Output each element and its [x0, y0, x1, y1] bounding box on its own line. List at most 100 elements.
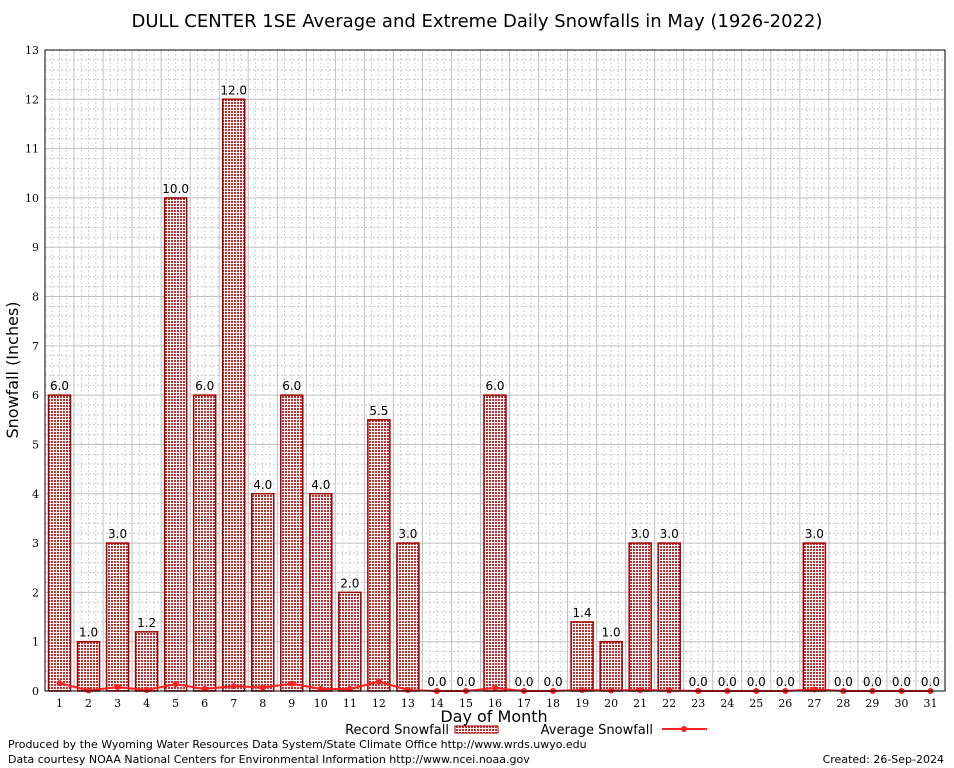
x-tick-label: 16 — [488, 697, 502, 710]
bar-day-12 — [367, 419, 391, 692]
y-tick-label: 6 — [32, 389, 39, 402]
x-tick-label: 6 — [201, 697, 208, 710]
x-tick-label: 31 — [923, 697, 937, 710]
bar-label: 10.0 — [162, 182, 189, 196]
bar-label: 3.0 — [108, 527, 127, 541]
average-point — [404, 687, 411, 694]
bar-day-27 — [802, 542, 827, 692]
x-tick-label: 13 — [401, 697, 415, 710]
bar-label: 6.0 — [195, 379, 214, 393]
x-tick-label: 28 — [836, 697, 850, 710]
average-point — [172, 681, 179, 688]
footer-produced: Produced by the Wyoming Water Resources … — [8, 738, 587, 751]
legend: Record Snowfall Average Snowfall — [345, 723, 707, 738]
y-tick-label: 8 — [32, 291, 39, 304]
bar-day-13 — [396, 542, 420, 692]
legend-average-marker — [681, 726, 687, 732]
x-tick-label: 7 — [230, 697, 237, 710]
x-tick-label: 11 — [343, 697, 357, 710]
bar-label: 0.0 — [427, 675, 446, 689]
x-tick-label: 18 — [546, 697, 560, 710]
bar-day-7 — [221, 98, 246, 692]
bar-label: 0.0 — [456, 675, 475, 689]
x-tick-label: 22 — [662, 697, 676, 710]
average-point — [259, 684, 266, 691]
bar-label: 1.4 — [573, 606, 592, 620]
bar-label: 2.0 — [340, 576, 359, 590]
bar-day-10 — [309, 493, 333, 692]
chart-title: DULL CENTER 1SE Average and Extreme Dail… — [131, 11, 822, 32]
y-tick-label: 2 — [32, 586, 39, 599]
x-tick-label: 5 — [172, 697, 179, 710]
average-point — [492, 685, 498, 692]
x-tick-label: 17 — [517, 697, 531, 710]
bar-label: 4.0 — [311, 478, 330, 492]
x-tick-label: 23 — [691, 697, 705, 710]
y-tick-label: 10 — [25, 192, 39, 205]
bar-day-11 — [338, 591, 362, 692]
y-tick-label: 12 — [25, 93, 39, 106]
bar-label: 0.0 — [863, 675, 882, 689]
bar-label: 6.0 — [50, 379, 69, 393]
bar-day-4 — [134, 631, 159, 692]
average-point — [375, 678, 382, 685]
average-point — [230, 683, 237, 690]
average-point — [143, 687, 150, 694]
bars: 6.0 1.0 3.0 1.2 10.0 6.0 12.0 4.0 6.0 4.0 2.0 5.5 3.… — [47, 83, 940, 692]
bar-label: 3.0 — [805, 527, 824, 541]
bar-day-9 — [280, 394, 304, 692]
x-tick-label: 20 — [604, 697, 618, 710]
x-tick-label: 4 — [143, 697, 150, 710]
x-tick-label: 2 — [85, 697, 92, 710]
y-tick-label: 11 — [25, 143, 39, 156]
average-point — [56, 680, 63, 687]
bar-label: 6.0 — [282, 379, 301, 393]
footer-courtesy: Data courtesy NOAA National Centers for … — [8, 753, 530, 766]
bar-label: 5.5 — [369, 404, 388, 418]
bar-day-1 — [47, 394, 72, 692]
x-tick-label: 14 — [430, 697, 444, 710]
x-tick-label: 26 — [778, 697, 792, 710]
bar-label: 0.0 — [776, 675, 795, 689]
bar-label: 3.0 — [660, 527, 679, 541]
x-tick-label: 25 — [749, 697, 763, 710]
x-tick-label: 30 — [894, 697, 908, 710]
y-tick-label: 3 — [32, 537, 39, 550]
bar-label: 0.0 — [921, 675, 940, 689]
plot-frame — [44, 49, 946, 692]
x-tick-label: 12 — [372, 697, 386, 710]
bar-day-22 — [657, 542, 681, 692]
bar-label: 6.0 — [485, 379, 504, 393]
bar-label: 0.0 — [514, 675, 533, 689]
bar-label: 12.0 — [220, 83, 247, 97]
bar-label: 0.0 — [747, 675, 766, 689]
bar-day-8 — [250, 493, 275, 692]
bar-label: 1.2 — [137, 616, 156, 630]
y-tick-label: 13 — [25, 44, 39, 57]
bar-label: 3.0 — [398, 527, 417, 541]
bar-day-2 — [76, 640, 101, 692]
bar-day-20 — [599, 640, 623, 692]
x-tick-label: 8 — [259, 697, 266, 710]
bar-day-6 — [192, 394, 217, 692]
bar-day-5 — [163, 197, 188, 692]
x-tick-label: 29 — [865, 697, 879, 710]
bar-day-3 — [105, 542, 130, 692]
footer-created: Created: 26-Sep-2024 — [823, 753, 944, 766]
average-point — [579, 687, 586, 694]
bar-day-16 — [483, 394, 507, 692]
bar-label: 0.0 — [834, 675, 853, 689]
bar-label: 0.0 — [544, 675, 563, 689]
x-tick-label: 3 — [114, 697, 121, 710]
y-tick-label: 1 — [32, 636, 39, 649]
x-tick-label: 10 — [314, 697, 328, 710]
x-tick-label: 15 — [459, 697, 473, 710]
bar-label: 1.0 — [602, 626, 621, 640]
y-tick-label: 4 — [32, 488, 39, 501]
bar-label: 0.0 — [892, 675, 911, 689]
y-tick-label: 5 — [32, 438, 39, 451]
y-axis-label: Snowfall (Inches) — [3, 301, 22, 438]
legend-record-swatch — [454, 725, 499, 734]
